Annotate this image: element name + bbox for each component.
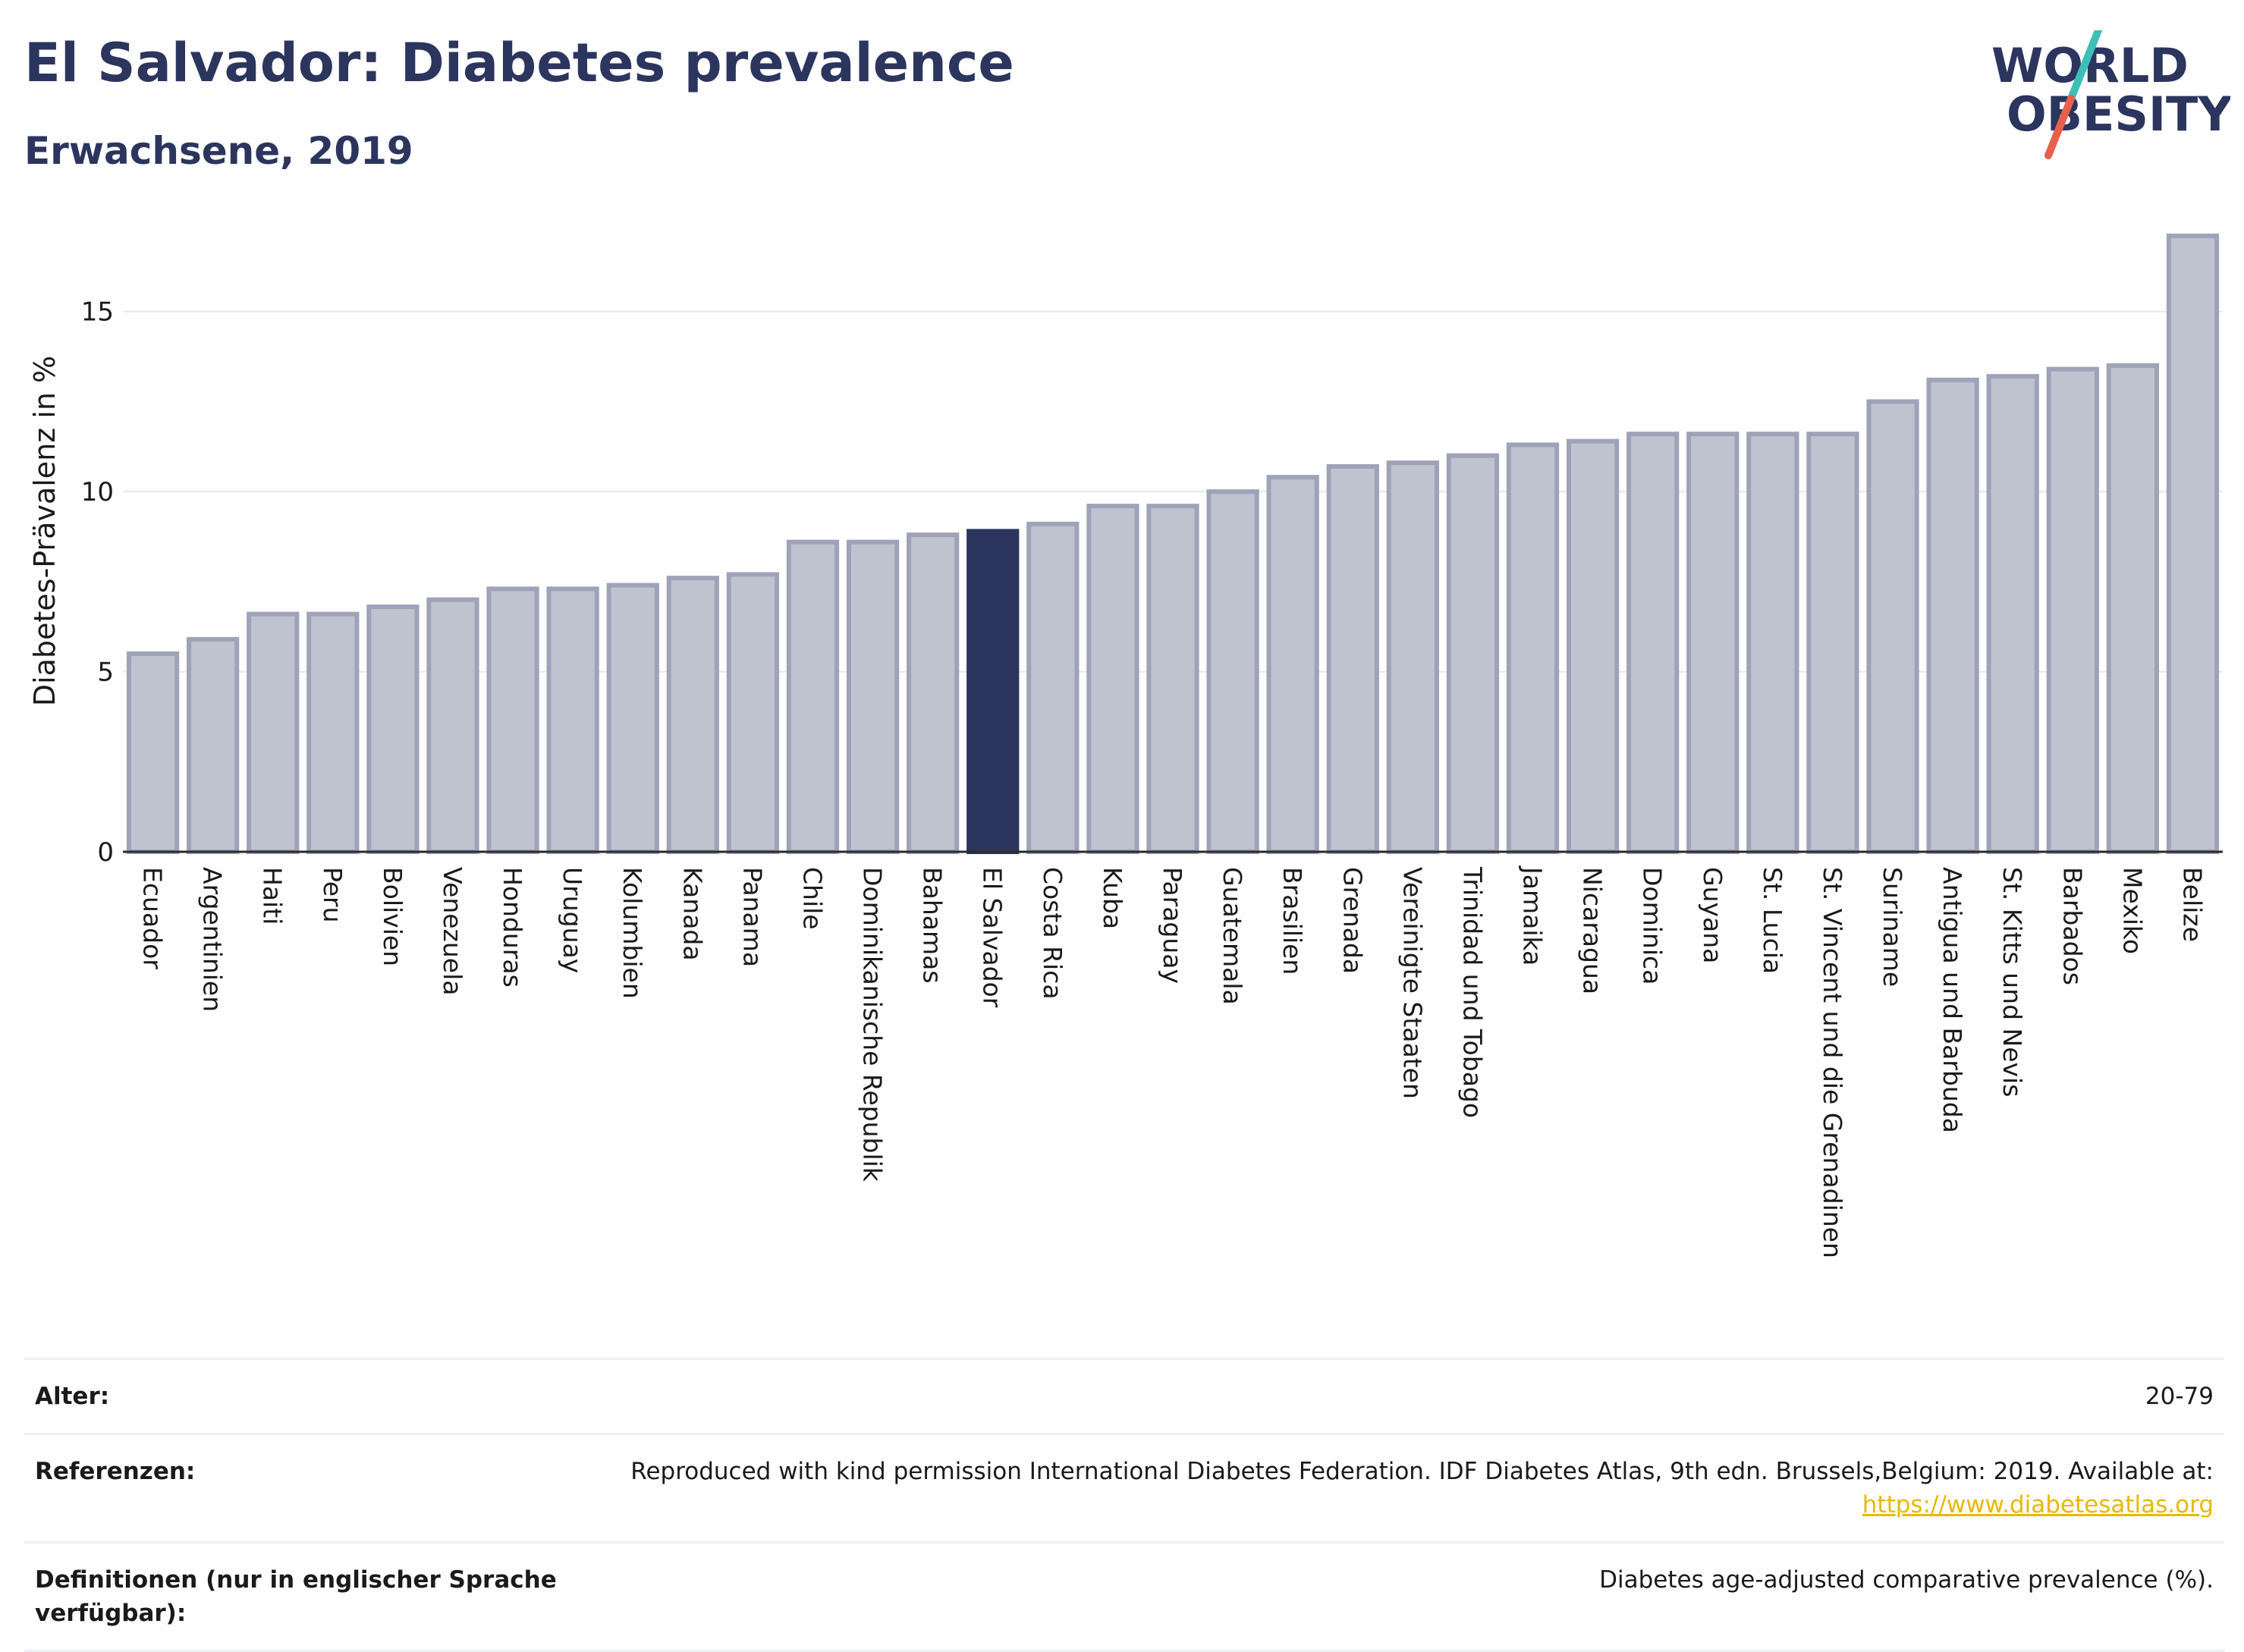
bar	[1986, 374, 2039, 854]
y-tick-label: 0	[97, 837, 114, 868]
x-tick-label: El Salvador	[978, 867, 1007, 1008]
references-link[interactable]: https://www.diabetesatlas.org	[1862, 1491, 2214, 1519]
bar	[1206, 489, 1259, 855]
bar	[1086, 504, 1139, 854]
bar	[366, 605, 420, 855]
x-tick-label: Guatemala	[1218, 867, 1247, 1005]
x-tick-label: Brasilien	[1278, 867, 1307, 975]
x-tick-label: St. Lucia	[1758, 867, 1787, 974]
bar	[1326, 463, 1379, 854]
page-title: El Salvador: Diabetes prevalence	[24, 32, 1014, 94]
x-tick-label: Antigua und Barbuda	[1938, 867, 1967, 1133]
x-tick-label: Vereinigte Staaten	[1397, 867, 1427, 1099]
x-tick-label: Costa Rica	[1038, 867, 1067, 1000]
age-label: Alter:	[35, 1383, 110, 1410]
bar	[486, 586, 539, 855]
bar	[1026, 521, 1080, 854]
info-row-age: Alter: 20-79	[24, 1358, 2224, 1433]
x-tick-labels: Ecuador Argentinien Haiti Peru Bolivien Venez…	[138, 865, 2208, 1258]
bar	[1446, 453, 1500, 854]
x-tick-label: Argentinien	[198, 867, 228, 1012]
bar	[1626, 432, 1680, 854]
bar	[306, 611, 360, 854]
page-subtitle: Erwachsene, 2019	[24, 129, 413, 173]
bar	[1386, 460, 1439, 854]
x-tick-label: Panama	[737, 867, 767, 967]
y-axis-label: Diabetes-Prävalenz in %	[28, 356, 61, 706]
x-tick-label: Ecuador	[138, 867, 168, 969]
bar	[726, 572, 780, 854]
bar	[606, 583, 659, 854]
logo-accent-red-icon	[2044, 95, 2075, 159]
x-tick-label: St. Vincent und die Grenadinen	[1818, 867, 1847, 1258]
bar	[1926, 377, 1979, 854]
x-tick-label: Belize	[2177, 867, 2207, 942]
x-tick-label: Bahamas	[918, 867, 948, 984]
info-row-definitions: Definitionen (nur in englischer Sprache …	[24, 1541, 2224, 1652]
definitions-label: Definitionen (nur in englischer Sprache …	[35, 1566, 557, 1627]
bar	[786, 539, 840, 854]
y-tick-label: 5	[97, 658, 114, 688]
bar	[907, 532, 960, 855]
x-tick-label: Jamaika	[1518, 865, 1548, 966]
bar	[1506, 442, 1560, 854]
references-value: Reproduced with kind permission Internat…	[630, 1455, 2214, 1522]
x-tick-label: Haiti	[258, 867, 288, 925]
x-tick-label: Chile	[797, 867, 827, 930]
x-tick-label: Nicaragua	[1578, 867, 1608, 994]
age-value: 20-79	[2145, 1383, 2214, 1410]
x-tick-label: Dominica	[1638, 867, 1667, 985]
x-tick-label: Honduras	[498, 867, 527, 988]
bar	[2106, 363, 2160, 854]
bar	[1686, 432, 1740, 854]
bars	[126, 233, 2220, 855]
logo-line2: OBESITY	[2007, 86, 2230, 142]
bar	[2166, 233, 2220, 855]
bar	[1746, 432, 1799, 854]
x-tick-label: Venezuela	[438, 867, 467, 995]
y-tick-label: 10	[81, 477, 114, 507]
y-tick-label: 15	[81, 297, 114, 328]
x-tick-label: Kolumbien	[618, 867, 647, 999]
x-tick-label: Peru	[318, 867, 347, 923]
info-row-references: Referenzen: Reproduced with kind permiss…	[24, 1433, 2224, 1541]
x-tick-label: Barbados	[2057, 867, 2087, 985]
bar	[846, 539, 900, 854]
info-table: Alter: 20-79 Referenzen: Reproduced with…	[24, 1358, 2224, 1652]
bar	[126, 651, 180, 854]
definitions-value: Diabetes age-adjusted comparative preval…	[1599, 1566, 2214, 1594]
bar	[1806, 432, 1859, 854]
x-tick-label: Mexiko	[2117, 867, 2147, 954]
x-tick-label: Uruguay	[558, 867, 587, 973]
x-tick-label: Bolivien	[378, 867, 407, 966]
x-tick-label: Paraguay	[1158, 867, 1187, 984]
bar	[247, 611, 300, 854]
logo-accent-teal-icon	[2067, 30, 2102, 102]
x-tick-label: Dominikanische Republik	[858, 867, 888, 1182]
bar-chart: 0 5 10 15 Ecuador Argentinien Haiti Peru Bolivi…	[28, 233, 2223, 1258]
references-label: Referenzen:	[35, 1458, 196, 1485]
x-tick-label: Kanada	[677, 867, 707, 961]
bar	[2046, 366, 2099, 855]
x-tick-label: Kuba	[1098, 867, 1127, 929]
bar	[1866, 399, 1919, 854]
bar	[1266, 475, 1319, 854]
y-tick-labels: 0 5 10 15	[81, 297, 114, 868]
x-tick-label: Suriname	[1878, 867, 1907, 987]
references-text: Reproduced with kind permission Internat…	[630, 1458, 2214, 1485]
x-tick-label: St. Kitts und Nevis	[1997, 867, 2027, 1097]
bar	[666, 576, 719, 854]
bar	[546, 586, 599, 855]
bar	[426, 597, 479, 854]
bar	[966, 529, 1020, 854]
world-obesity-logo: WORLD OBESITY	[1991, 30, 2230, 159]
bar	[1566, 438, 1620, 854]
bar	[1146, 504, 1199, 854]
bar	[186, 636, 240, 854]
x-tick-label: Trinidad und Tobago	[1457, 866, 1487, 1118]
x-tick-label: Guyana	[1698, 867, 1727, 963]
x-tick-label: Grenada	[1337, 867, 1367, 974]
